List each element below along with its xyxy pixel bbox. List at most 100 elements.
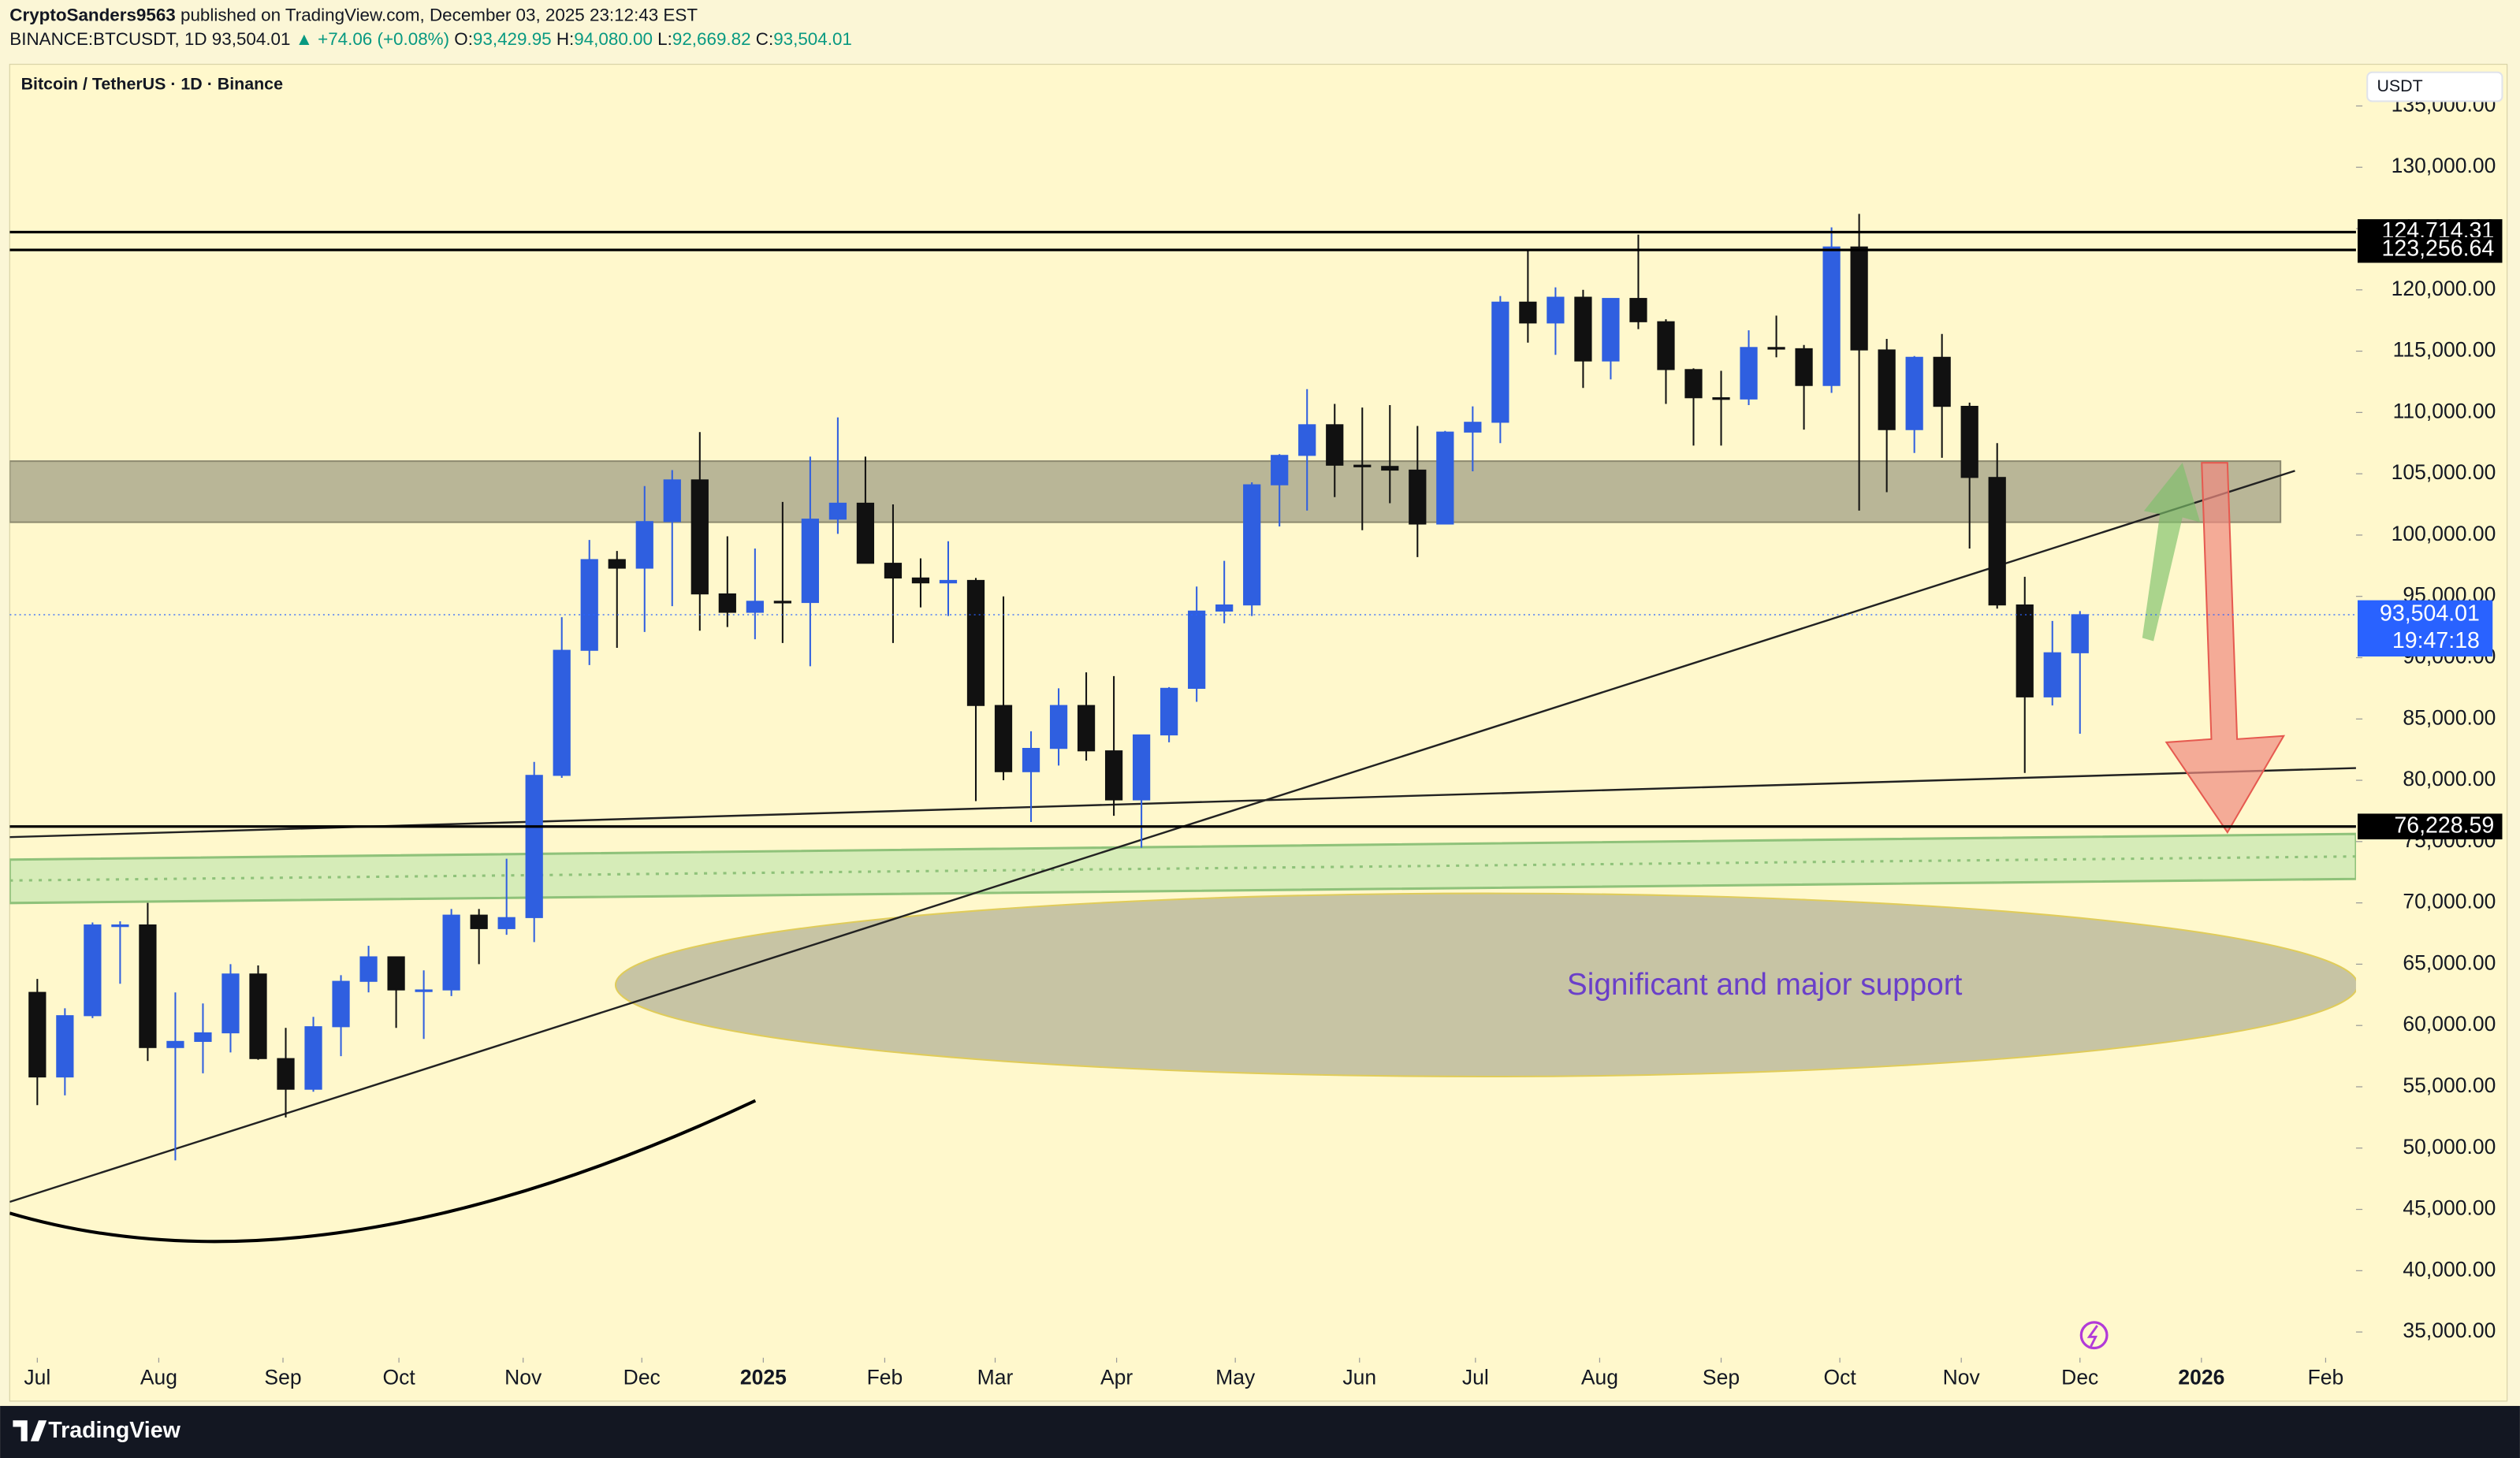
candle-body bbox=[1629, 298, 1647, 322]
candle-body bbox=[773, 601, 791, 604]
symbol: BINANCE:BTCUSDT, 1D bbox=[9, 29, 207, 49]
candle-body bbox=[1657, 321, 1675, 370]
candle-body bbox=[801, 519, 819, 604]
y-tick-label: 50,000.00 bbox=[2403, 1135, 2496, 1159]
candle-body bbox=[1022, 748, 1040, 772]
y-tick-label: 70,000.00 bbox=[2403, 890, 2496, 913]
unit-box bbox=[2366, 71, 2503, 102]
trend-line bbox=[9, 470, 2295, 1203]
candle-body bbox=[28, 991, 47, 1078]
candle-body bbox=[1464, 422, 1482, 433]
candle-body bbox=[1409, 469, 1427, 525]
y-tick-label: 80,000.00 bbox=[2403, 767, 2496, 790]
candle-body bbox=[911, 577, 930, 584]
candle-body bbox=[1049, 705, 1068, 749]
x-tick-label: Apr bbox=[1100, 1365, 1133, 1389]
y-tick-label: 110,000.00 bbox=[2393, 399, 2496, 422]
candle-body bbox=[111, 924, 129, 928]
y-tick-label: 100,000.00 bbox=[2392, 522, 2496, 545]
level-label: 123,256.64 bbox=[2381, 236, 2494, 262]
y-tick-label: 65,000.00 bbox=[2403, 950, 2496, 974]
candle-body bbox=[1298, 424, 1316, 456]
candle-body bbox=[663, 479, 681, 523]
x-tick-label: Nov bbox=[1943, 1365, 1981, 1389]
x-tick-label: Jul bbox=[24, 1365, 50, 1389]
down-arrow bbox=[2165, 462, 2286, 835]
ohlc-key: C: bbox=[756, 29, 773, 49]
candle-body bbox=[1132, 734, 1151, 801]
candle-body bbox=[84, 924, 102, 1017]
candle-body bbox=[1326, 424, 1344, 466]
ohlc-value: 94,080.00 bbox=[574, 29, 653, 49]
candle-body bbox=[939, 579, 958, 584]
candle-body bbox=[1574, 296, 1592, 362]
chart-title: Bitcoin / TetherUS · 1D · Binance bbox=[21, 75, 283, 94]
candle-body bbox=[2016, 604, 2034, 697]
candle-body bbox=[221, 973, 240, 1034]
icon bbox=[2079, 1321, 2109, 1350]
y-tick-label: 105,000.00 bbox=[2392, 460, 2496, 484]
candle-body bbox=[194, 1032, 212, 1043]
candle-body bbox=[580, 559, 598, 651]
candle-body bbox=[1988, 477, 2006, 606]
price: 93,504.01 bbox=[212, 29, 291, 49]
candle-body bbox=[1960, 405, 1978, 478]
candle-body bbox=[1602, 298, 1620, 362]
candle-body bbox=[387, 956, 405, 991]
candle-body bbox=[442, 914, 460, 991]
x-tick-label: 2025 bbox=[740, 1365, 787, 1389]
candle-body bbox=[1077, 705, 1096, 752]
countdown: 19:47:18 bbox=[2392, 628, 2480, 653]
y-tick-label: 85,000.00 bbox=[2403, 705, 2496, 729]
x-tick-label: Aug bbox=[1581, 1365, 1618, 1389]
unit: USDT bbox=[2377, 76, 2422, 95]
ohlc-key: L: bbox=[657, 29, 672, 49]
x-tick-label: Feb bbox=[2308, 1365, 2344, 1389]
candle-body bbox=[1381, 466, 1399, 471]
drawings bbox=[9, 460, 2356, 1244]
candle-body bbox=[966, 579, 985, 706]
candle-body bbox=[1547, 296, 1565, 324]
level-label-box bbox=[2357, 236, 2503, 263]
candle-body bbox=[1878, 349, 1896, 430]
x-tick-label: Feb bbox=[867, 1365, 903, 1389]
candle-body bbox=[1740, 347, 1758, 400]
header-line: CryptoSanders9563 published on TradingVi… bbox=[9, 5, 698, 24]
candle-body bbox=[56, 1015, 74, 1078]
candle-body bbox=[1104, 750, 1123, 801]
candle-body bbox=[277, 1058, 295, 1090]
x-tick-label: Dec bbox=[2061, 1365, 2098, 1389]
candle-body bbox=[415, 989, 433, 992]
candle-body bbox=[1243, 484, 1261, 606]
x-tick-label: Jun bbox=[1342, 1365, 1376, 1389]
candle-body bbox=[1905, 356, 1923, 430]
candle-body bbox=[1712, 397, 1730, 400]
candle-body bbox=[304, 1026, 322, 1090]
candle-body bbox=[1215, 604, 1234, 612]
y-tick-label: 115,000.00 bbox=[2393, 338, 2496, 362]
candle-body bbox=[994, 705, 1013, 772]
candle-body bbox=[1850, 246, 1868, 351]
brand: TradingView bbox=[48, 1418, 181, 1443]
x-tick-label: Mar bbox=[977, 1365, 1014, 1389]
x-tick-label: Dec bbox=[623, 1365, 661, 1389]
resistance-zone bbox=[9, 460, 2282, 523]
ohlc-value: 92,669.82 bbox=[672, 29, 751, 49]
candle-body bbox=[828, 502, 847, 520]
candle-body bbox=[166, 1040, 184, 1048]
candle-body bbox=[553, 649, 571, 776]
candle-body bbox=[1684, 369, 1703, 399]
symbol-line: BINANCE:BTCUSDT, 1D 93,504.01 ▲ +74.06 (… bbox=[9, 29, 852, 49]
candle-body bbox=[470, 914, 488, 929]
annotation: Significant and major support bbox=[1567, 968, 1963, 1002]
candle-body bbox=[1436, 431, 1454, 525]
brand-logo bbox=[13, 1420, 47, 1441]
x-tick-label: Aug bbox=[140, 1365, 177, 1389]
candle-body bbox=[1822, 246, 1841, 386]
up-arrow bbox=[2142, 463, 2201, 642]
last-price-box bbox=[2357, 600, 2493, 656]
logo-mark bbox=[13, 1420, 47, 1441]
candle-body bbox=[1160, 687, 1178, 736]
